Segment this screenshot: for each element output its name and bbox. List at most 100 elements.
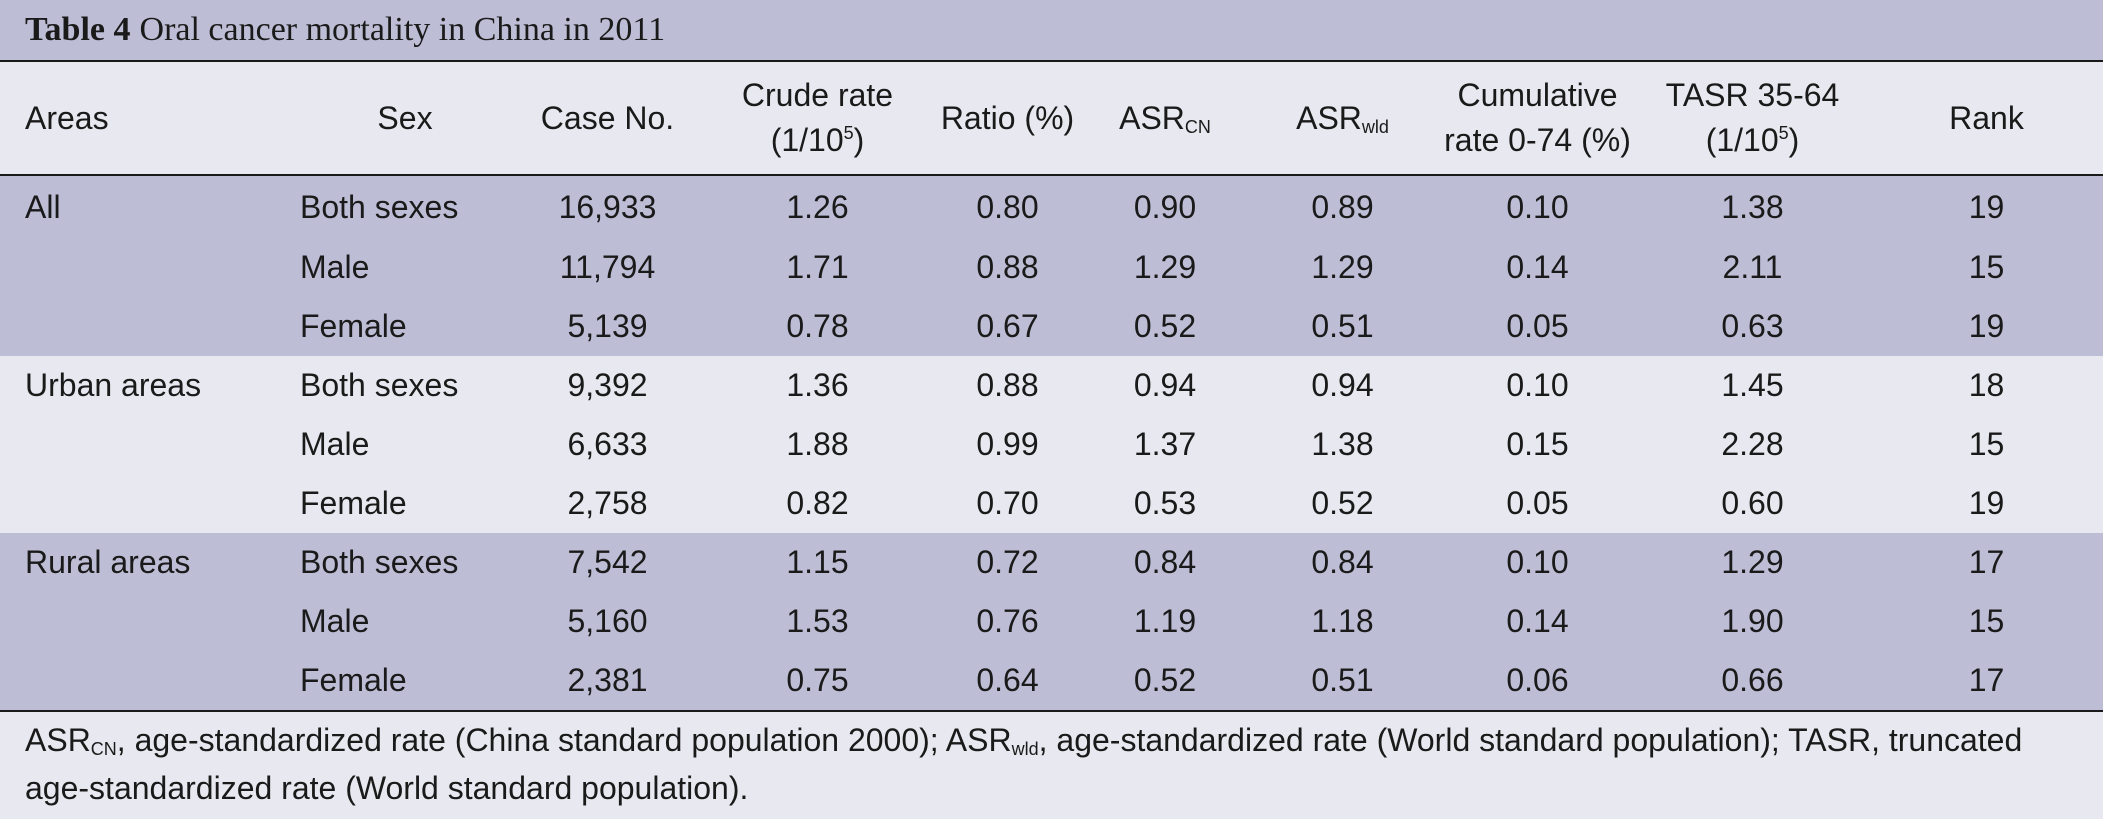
cell-tasr: 1.38 [1635, 175, 1870, 238]
cell-cumulative-rate: 0.05 [1440, 297, 1635, 356]
cell-area [0, 297, 300, 356]
cell-crude-rate: 1.26 [705, 175, 930, 238]
cell-asr-wld: 0.51 [1245, 651, 1440, 712]
cell-case-no: 16,933 [510, 175, 705, 238]
header-crude-rate: Crude rate (1/105) [705, 62, 930, 176]
cell-asr-cn: 1.37 [1085, 415, 1245, 474]
cell-ratio: 0.76 [930, 592, 1085, 651]
header-ratio: Ratio (%) [930, 62, 1085, 176]
header-tasr: TASR 35-64 (1/105) [1635, 62, 1870, 176]
cell-cumulative-rate: 0.10 [1440, 533, 1635, 592]
table-row: Urban areas Both sexes 9,392 1.36 0.88 0.94 0.… [0, 356, 2103, 415]
cell-ratio: 0.70 [930, 474, 1085, 533]
cell-rank: 17 [1870, 533, 2103, 592]
cell-ratio: 0.64 [930, 651, 1085, 712]
cell-sex: Both sexes [300, 175, 510, 238]
cell-ratio: 0.72 [930, 533, 1085, 592]
cell-rank: 18 [1870, 356, 2103, 415]
cell-area [0, 238, 300, 297]
cell-crude-rate: 1.71 [705, 238, 930, 297]
cell-ratio: 0.88 [930, 356, 1085, 415]
cell-sex: Male [300, 238, 510, 297]
cell-case-no: 5,160 [510, 592, 705, 651]
cell-cumulative-rate: 0.14 [1440, 238, 1635, 297]
table-row: Female 2,758 0.82 0.70 0.53 0.52 0.05 0.60 19 [0, 474, 2103, 533]
cell-area: Rural areas [0, 533, 300, 592]
cell-tasr: 1.45 [1635, 356, 1870, 415]
cell-case-no: 5,139 [510, 297, 705, 356]
cell-area: Urban areas [0, 356, 300, 415]
cell-tasr: 0.60 [1635, 474, 1870, 533]
cell-asr-cn: 0.52 [1085, 297, 1245, 356]
cell-asr-wld: 0.89 [1245, 175, 1440, 238]
mortality-table: Areas Sex Case No. Crude rate (1/105) Ra… [0, 62, 2103, 712]
table-row: Male 5,160 1.53 0.76 1.19 1.18 0.14 1.90 15 [0, 592, 2103, 651]
cell-case-no: 2,381 [510, 651, 705, 712]
table-row: Male 11,794 1.71 0.88 1.29 1.29 0.14 2.11 15 [0, 238, 2103, 297]
table-number: Table 4 [25, 11, 131, 48]
cell-cumulative-rate: 0.10 [1440, 175, 1635, 238]
cell-crude-rate: 0.82 [705, 474, 930, 533]
cell-crude-rate: 1.88 [705, 415, 930, 474]
cell-cumulative-rate: 0.05 [1440, 474, 1635, 533]
cell-case-no: 11,794 [510, 238, 705, 297]
cell-crude-rate: 1.36 [705, 356, 930, 415]
table-caption: Oral cancer mortality in China in 2011 [139, 11, 666, 48]
cell-case-no: 2,758 [510, 474, 705, 533]
table-row: Male 6,633 1.88 0.99 1.37 1.38 0.15 2.28 15 [0, 415, 2103, 474]
cell-asr-wld: 1.18 [1245, 592, 1440, 651]
cell-crude-rate: 1.15 [705, 533, 930, 592]
cell-case-no: 7,542 [510, 533, 705, 592]
cell-sex: Female [300, 297, 510, 356]
header-asr-wld: ASRwld [1245, 62, 1440, 176]
cell-cumulative-rate: 0.10 [1440, 356, 1635, 415]
table-title: Table 4 Oral cancer mortality in China i… [0, 0, 2103, 62]
cell-rank: 17 [1870, 651, 2103, 712]
cell-rank: 15 [1870, 592, 2103, 651]
cell-ratio: 0.67 [930, 297, 1085, 356]
header-areas: Areas [0, 62, 300, 176]
cell-tasr: 1.29 [1635, 533, 1870, 592]
cell-rank: 19 [1870, 175, 2103, 238]
cell-rank: 15 [1870, 238, 2103, 297]
cell-tasr: 2.28 [1635, 415, 1870, 474]
cell-rank: 19 [1870, 297, 2103, 356]
cell-cumulative-rate: 0.14 [1440, 592, 1635, 651]
cell-sex: Female [300, 651, 510, 712]
cell-asr-wld: 0.94 [1245, 356, 1440, 415]
table-row: All Both sexes 16,933 1.26 0.80 0.90 0.89 0.10 1… [0, 175, 2103, 238]
cell-crude-rate: 0.78 [705, 297, 930, 356]
cell-crude-rate: 0.75 [705, 651, 930, 712]
header-cumulative-rate: Cumulative rate 0-74 (%) [1440, 62, 1635, 176]
cell-case-no: 9,392 [510, 356, 705, 415]
cell-area [0, 651, 300, 712]
cell-tasr: 0.63 [1635, 297, 1870, 356]
header-sex: Sex [300, 62, 510, 176]
cell-asr-cn: 0.84 [1085, 533, 1245, 592]
cell-sex: Both sexes [300, 533, 510, 592]
cell-area [0, 474, 300, 533]
table-row: Female 2,381 0.75 0.64 0.52 0.51 0.06 0.66 17 [0, 651, 2103, 712]
cell-crude-rate: 1.53 [705, 592, 930, 651]
cell-rank: 19 [1870, 474, 2103, 533]
cell-cumulative-rate: 0.15 [1440, 415, 1635, 474]
header-asr-cn: ASRCN [1085, 62, 1245, 176]
cell-sex: Female [300, 474, 510, 533]
cell-asr-wld: 1.29 [1245, 238, 1440, 297]
cell-asr-wld: 0.84 [1245, 533, 1440, 592]
cell-sex: Male [300, 592, 510, 651]
cell-tasr: 1.90 [1635, 592, 1870, 651]
cell-case-no: 6,633 [510, 415, 705, 474]
cell-tasr: 0.66 [1635, 651, 1870, 712]
table-footnote: ASRCN, age-standardized rate (China stan… [25, 722, 2023, 806]
cell-ratio: 0.99 [930, 415, 1085, 474]
cell-sex: Male [300, 415, 510, 474]
cell-rank: 15 [1870, 415, 2103, 474]
cell-asr-cn: 0.53 [1085, 474, 1245, 533]
cell-ratio: 0.88 [930, 238, 1085, 297]
table-row: Rural areas Both sexes 7,542 1.15 0.72 0.84 0.… [0, 533, 2103, 592]
cell-asr-cn: 0.94 [1085, 356, 1245, 415]
cell-asr-cn: 0.52 [1085, 651, 1245, 712]
table-row: Female 5,139 0.78 0.67 0.52 0.51 0.05 0.63 19 [0, 297, 2103, 356]
